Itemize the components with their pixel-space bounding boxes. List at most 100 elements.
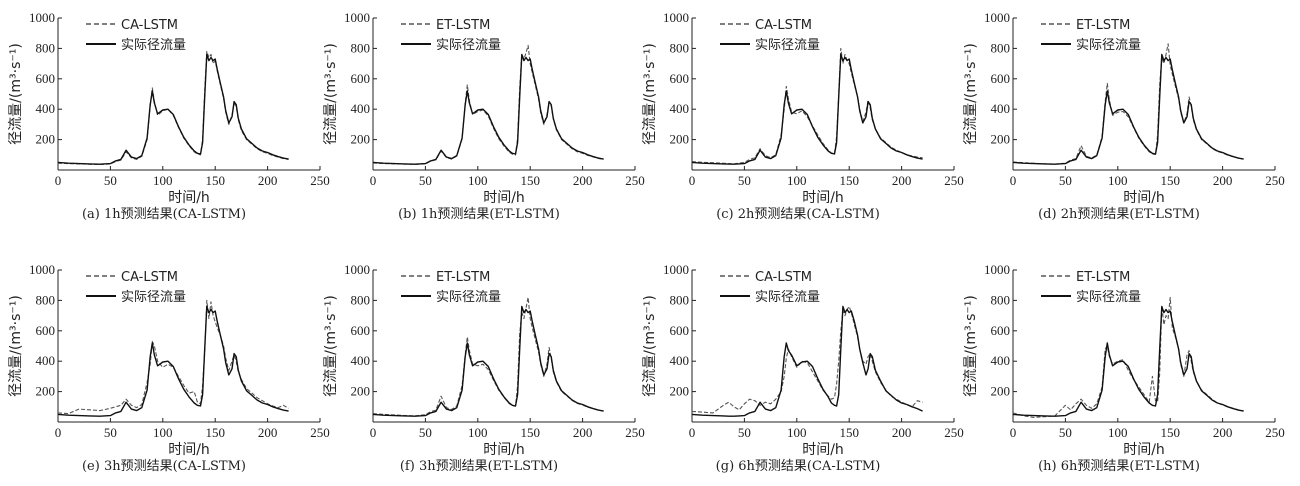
- x-tick-label: 250: [1265, 425, 1285, 440]
- series-line-observed: [1012, 53, 1244, 165]
- x-tick-label: 0: [370, 425, 377, 440]
- panel-caption: (b) 1h预测结果(ET-LSTM): [398, 207, 560, 222]
- panel-caption: (f) 3h预测结果(ET-LSTM): [400, 459, 558, 474]
- x-tick-label: 100: [153, 173, 173, 188]
- y-axis-label: 径流量/(m³·s⁻¹): [323, 43, 339, 145]
- x-tick-label: 250: [625, 425, 645, 440]
- y-tick-label: 800: [351, 40, 371, 55]
- y-tick-label: 1000: [663, 10, 689, 25]
- y-axis-label: 径流量/(m³·s⁻¹): [323, 295, 339, 397]
- y-tick-label: 800: [36, 292, 56, 307]
- x-tick-label: 100: [1108, 173, 1128, 188]
- series-line-prediction: [57, 50, 289, 166]
- legend-label: 实际径流量: [121, 290, 186, 305]
- y-tick-label: 200: [36, 132, 56, 147]
- series-line-prediction: [372, 296, 604, 417]
- x-tick-label: 0: [1010, 173, 1017, 188]
- legend-label: 实际径流量: [436, 38, 501, 53]
- x-tick-label: 150: [1160, 173, 1180, 188]
- y-tick-label: 1000: [663, 262, 689, 277]
- y-tick-label: 1000: [984, 10, 1010, 25]
- legend-label: 实际径流量: [436, 290, 501, 305]
- y-tick-label: 800: [670, 40, 690, 55]
- x-tick-label: 50: [738, 173, 751, 188]
- panel-caption: (e) 3h预测结果(CA-LSTM): [82, 459, 246, 474]
- x-tick-label: 200: [573, 173, 593, 188]
- x-tick-label: 50: [104, 425, 117, 440]
- x-tick-label: 150: [520, 173, 540, 188]
- y-tick-label: 200: [351, 132, 371, 147]
- x-axis-label: 时间/h: [483, 190, 525, 206]
- x-tick-label: 50: [419, 173, 432, 188]
- y-tick-label: 600: [991, 71, 1011, 86]
- y-tick-label: 200: [991, 132, 1011, 147]
- x-tick-label: 0: [55, 173, 62, 188]
- x-tick-label: 200: [892, 425, 912, 440]
- x-tick-label: 100: [787, 173, 807, 188]
- series-line-observed: [57, 53, 289, 165]
- panel-caption: (c) 2h预测结果(CA-LSTM): [716, 207, 880, 222]
- y-tick-label: 200: [351, 384, 371, 399]
- y-tick-label: 1000: [344, 262, 370, 277]
- legend-label: ET-LSTM: [436, 270, 490, 285]
- y-tick-label: 1000: [29, 262, 55, 277]
- y-tick-label: 600: [670, 323, 690, 338]
- y-tick-label: 600: [351, 71, 371, 86]
- x-tick-label: 150: [520, 425, 540, 440]
- x-tick-label: 150: [205, 173, 225, 188]
- series-line-prediction: [372, 44, 604, 165]
- legend-label: CA-LSTM: [121, 18, 178, 33]
- legend-label: ET-LSTM: [436, 18, 490, 33]
- legend-label: 实际径流量: [755, 38, 820, 53]
- x-tick-label: 50: [1059, 425, 1072, 440]
- y-tick-label: 400: [351, 353, 371, 368]
- y-tick-label: 1000: [984, 262, 1010, 277]
- x-axis-label: 时间/h: [168, 442, 210, 458]
- y-tick-label: 400: [351, 101, 371, 116]
- panel-caption: (a) 1h预测结果(CA-LSTM): [82, 207, 246, 222]
- x-tick-label: 250: [1265, 173, 1285, 188]
- y-axis-label: 径流量/(m³·s⁻¹): [963, 295, 979, 397]
- x-tick-label: 50: [1059, 173, 1072, 188]
- y-tick-label: 600: [991, 323, 1011, 338]
- y-tick-label: 400: [670, 101, 690, 116]
- x-tick-label: 100: [153, 425, 173, 440]
- legend-label: ET-LSTM: [1076, 270, 1130, 285]
- y-tick-label: 200: [36, 384, 56, 399]
- chart-panel-7: 0 50 100 150 200 250 200 400 600 800 1000 径流量/(m³·s…: [963, 262, 1285, 474]
- y-tick-label: 200: [670, 132, 690, 147]
- series-line-observed: [372, 53, 604, 165]
- y-tick-label: 600: [670, 71, 690, 86]
- y-tick-label: 800: [670, 292, 690, 307]
- y-tick-label: 800: [991, 292, 1011, 307]
- y-tick-label: 1000: [29, 10, 55, 25]
- x-tick-label: 200: [1213, 173, 1233, 188]
- x-tick-label: 250: [310, 425, 330, 440]
- x-tick-label: 200: [573, 425, 593, 440]
- x-tick-label: 250: [625, 173, 645, 188]
- x-tick-label: 100: [1108, 425, 1128, 440]
- y-tick-label: 600: [36, 71, 56, 86]
- x-tick-label: 50: [104, 173, 117, 188]
- x-tick-label: 0: [1010, 425, 1017, 440]
- y-tick-label: 400: [36, 101, 56, 116]
- chart-panel-4: 0 50 100 150 200 250 200 400 600 800 1000 径流量/(m³·s…: [8, 262, 330, 474]
- x-tick-label: 150: [839, 425, 859, 440]
- y-tick-label: 400: [36, 353, 56, 368]
- chart-panel-1: 0 50 100 150 200 250 200 400 600 800 1000 径流量/(m³·s…: [323, 10, 645, 222]
- x-axis-label: 时间/h: [483, 442, 525, 458]
- x-tick-label: 0: [55, 425, 62, 440]
- y-axis-label: 径流量/(m³·s⁻¹): [642, 43, 658, 145]
- chart-panel-2: 0 50 100 150 200 250 200 400 600 800 1000 径流量/(m³·s…: [642, 10, 964, 222]
- legend-label: ET-LSTM: [1076, 18, 1130, 33]
- series-line-observed: [57, 305, 289, 417]
- y-tick-label: 200: [991, 384, 1011, 399]
- series-line-observed: [372, 305, 604, 417]
- y-axis-label: 径流量/(m³·s⁻¹): [8, 43, 24, 145]
- legend-label: 实际径流量: [1076, 38, 1141, 53]
- x-tick-label: 200: [258, 173, 278, 188]
- y-axis-label: 径流量/(m³·s⁻¹): [963, 43, 979, 145]
- x-axis-label: 时间/h: [168, 190, 210, 206]
- legend-label: CA-LSTM: [755, 18, 812, 33]
